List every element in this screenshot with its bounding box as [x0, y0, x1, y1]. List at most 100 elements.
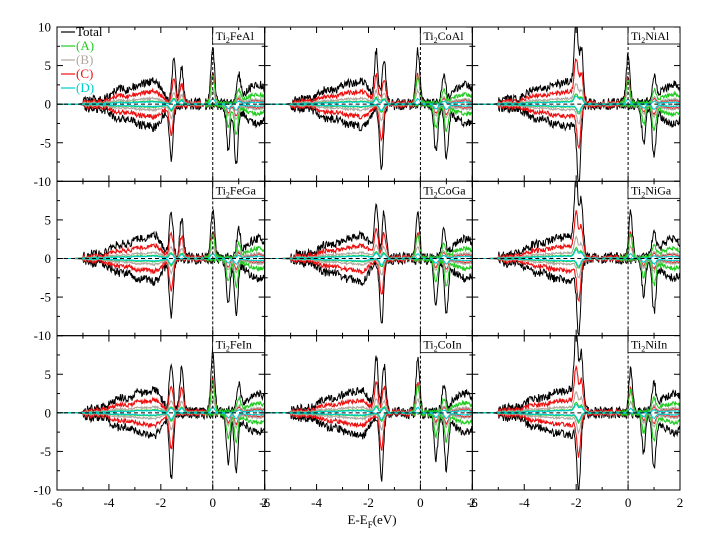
panel-label-rest: CoAl [438, 29, 465, 43]
y-tick-label: 5 [45, 367, 52, 382]
y-tick-label: -5 [40, 444, 51, 459]
x-tick-label: 0 [417, 495, 424, 510]
panel-label-rest: CoGa [438, 183, 467, 197]
x-tick-label: -2 [571, 495, 582, 510]
y-tick-label: 0 [45, 251, 52, 266]
panel-label-text: Ti2FeIn [216, 338, 252, 354]
dos-curve-total-up [264, 47, 473, 106]
panel-Ti2FeGa: Ti2FeGa [56, 180, 266, 337]
panel-label-sub: 2 [434, 190, 438, 199]
dos-curve-d-up [57, 97, 265, 105]
panel-label: Ti2FeGa [212, 180, 266, 199]
panel-plot-area [57, 335, 265, 490]
dos-curve-b-down [57, 411, 265, 431]
x-axis-label: E-EF(eV) [347, 512, 396, 530]
dos-curve-d-down [57, 103, 265, 111]
x-tick-label: -6 [259, 495, 270, 510]
dos-curve-d-up [472, 249, 681, 260]
panel-label-rest: FeIn [230, 338, 252, 352]
panel-label: Ti2FeAl [212, 26, 266, 45]
panel-Ti2CoAl: Ti2CoAl [264, 26, 473, 182]
dos-curve-total-down [472, 102, 681, 182]
panel-Ti2CoGa: Ti2CoGa [264, 180, 473, 337]
y-tick-label: 10 [38, 20, 51, 35]
panel-label-sub: 2 [226, 190, 230, 199]
dos-curve-d-up [264, 252, 473, 260]
legend-label: Total [76, 24, 103, 39]
y-tick-label: 5 [45, 212, 52, 227]
panel-label-rest: NiIn [645, 338, 667, 352]
panel-label: Ti2CoGa [419, 180, 473, 199]
dos-curve-d-down [264, 412, 473, 421]
panel-Ti2FeIn: Ti2FeIn [56, 335, 266, 491]
x-tick-label: -2 [155, 495, 166, 510]
legend-label: (C) [76, 66, 93, 81]
panel-label-text: Ti2NiIn [631, 338, 667, 354]
y-tick-label: -5 [40, 135, 51, 150]
x-axis-label-main: E-E [347, 512, 367, 527]
x-tick-label: 2 [469, 495, 476, 510]
panel-Ti2NiAl: Ti2NiAl [471, 26, 681, 182]
dos-curve-b-down [264, 411, 473, 432]
panel-plot-area [57, 181, 265, 336]
panel-label: Ti2NiIn [627, 335, 681, 354]
dos-curve-total-down [57, 411, 265, 480]
panel-plot-area [264, 181, 473, 336]
x-tick-label: 0 [210, 495, 217, 510]
x-tick-label: -6 [52, 495, 63, 510]
panel-Ti2NiGa: Ti2NiGa [471, 180, 681, 337]
y-tick-label: -10 [34, 483, 51, 498]
panel-label: Ti2CoIn [419, 335, 473, 354]
panel-label-base: Ti [216, 29, 227, 43]
dos-curve-total-down [57, 256, 265, 319]
dos-curve-total-down [472, 410, 681, 490]
x-tick-label: -4 [103, 495, 114, 510]
dos-curve-d-down [472, 103, 681, 113]
dos-curve-b-down [472, 257, 681, 279]
y-tick-label: 0 [45, 405, 52, 420]
dos-curve-total-down [264, 410, 473, 482]
legend-label: (B) [76, 52, 93, 67]
panel-label-rest: FeGa [230, 183, 257, 197]
panel-label-sub: 2 [641, 190, 645, 199]
dos-curve-d-down [57, 412, 265, 421]
x-axis-label-unit: (eV) [373, 512, 397, 527]
panel-label-text: Ti2FeAl [216, 29, 255, 45]
panel-plot-area [472, 181, 681, 336]
panel-label-sub: 2 [434, 36, 438, 45]
dos-curve-total-down [472, 257, 681, 336]
panel-label-rest: FeAl [230, 29, 255, 43]
panel-label: Ti2CoAl [419, 26, 473, 45]
legend: Total(A)(B)(C)(D) [61, 24, 103, 95]
dos-curve-d-up [57, 405, 265, 414]
panel-label-text: Ti2CoGa [423, 183, 466, 199]
panel-plot-area [264, 27, 473, 182]
panel-label-text: Ti2CoAl [423, 29, 464, 45]
panel-plot-area [264, 335, 473, 490]
panel-label-base: Ti [423, 183, 434, 197]
x-tick-label: 2 [261, 495, 268, 510]
panel-label-text: Ti2NiGa [631, 183, 672, 199]
panel-label-base: Ti [631, 29, 642, 43]
dos-curve-total-down [57, 102, 265, 165]
panel-label-rest: CoIn [438, 338, 462, 352]
y-tick-label: 0 [45, 97, 52, 112]
dos-curve-d-up [57, 253, 265, 260]
panel-label-base: Ti [423, 29, 434, 43]
panel-label-sub: 2 [226, 36, 230, 45]
panel-label-sub: 2 [641, 36, 645, 45]
panel-label: Ti2NiAl [627, 26, 681, 45]
y-tick-label: -10 [34, 328, 51, 343]
legend-label: (D) [76, 80, 94, 95]
dos-curve-d-up [264, 97, 473, 105]
panel-plot-area [472, 335, 681, 490]
panel-Ti2NiIn: Ti2NiIn [471, 335, 681, 491]
panel-plot-area [472, 27, 681, 182]
panel-label-rest: NiAl [645, 29, 670, 43]
panel-label-sub: 2 [226, 345, 230, 354]
panel-Ti2CoIn: Ti2CoIn [264, 335, 473, 491]
dos-curve-d-down [472, 257, 681, 267]
